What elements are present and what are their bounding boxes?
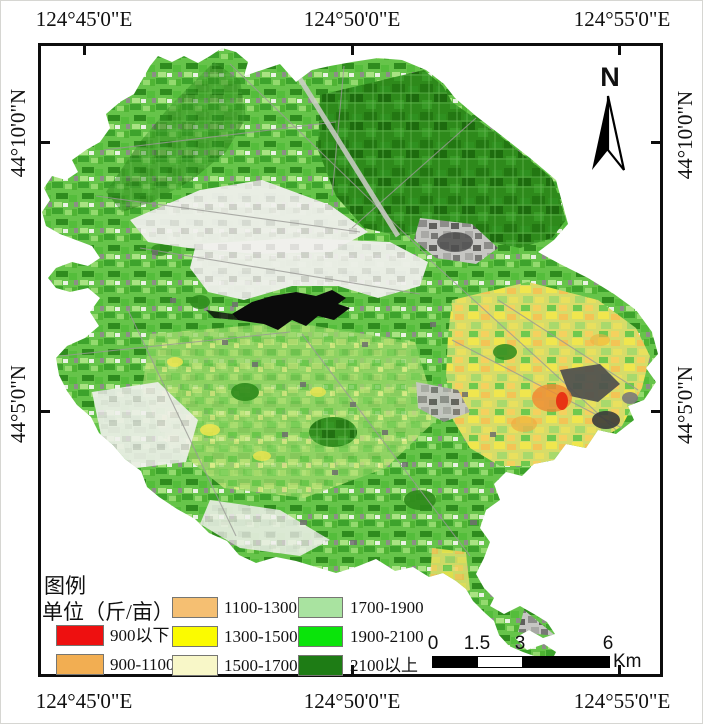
scale-label-3: 3: [514, 633, 526, 654]
scale-segment-2: [478, 657, 522, 667]
longitude-label-top-3: 124°55'0"E: [573, 7, 671, 31]
legend-label-1300-1500: 1300-1500: [224, 627, 298, 646]
latitude-label-right-1: 44°10'0"N: [673, 90, 697, 180]
legend-swatch-below-900: [56, 625, 104, 646]
scale-label-6: 6: [602, 633, 614, 654]
legend-swatch-1900-2100: [298, 626, 343, 647]
longitude-label-top-1: 124°45'0"E: [35, 7, 133, 31]
scale-segment-1: [433, 657, 478, 667]
latitude-label-right-2: 44°5'0"N: [673, 366, 697, 444]
latitude-label-left-2: 44°5'0"N: [6, 365, 30, 443]
scale-unit: Km: [613, 651, 642, 672]
north-label: N: [600, 62, 620, 92]
legend-label-1700-1900: 1700-1900: [350, 598, 424, 617]
scale-bar-graphic: [432, 656, 610, 668]
longitude-label-bottom-1: 124°45'0"E: [35, 689, 133, 713]
yield-raster-map: [42, 48, 658, 662]
legend-label-900-1100: 900-1100: [110, 655, 175, 674]
legend-label-1900-2100: 1900-2100: [350, 627, 424, 646]
scale-segment-3: [522, 657, 609, 667]
legend-swatch-above-2100: [298, 655, 343, 676]
tick-bottom-2: [351, 665, 354, 674]
longitude-label-top-2: 124°50'0"E: [303, 7, 401, 31]
legend-label-above-2100: 2100以上: [350, 656, 418, 675]
scale-label-1-5: 1.5: [463, 633, 491, 654]
legend-unit: 单位（斤/亩）: [42, 600, 174, 624]
latitude-label-left-1: 44°10'0"N: [6, 88, 30, 178]
tick-top-3: [618, 46, 621, 55]
tick-top-2: [351, 46, 354, 55]
legend-swatch-1500-1700: [172, 655, 218, 676]
tick-top-1: [83, 46, 86, 55]
north-arrow-icon: [592, 95, 626, 171]
legend-label-1100-1300: 1100-1300: [224, 598, 298, 617]
legend-swatch-900-1100: [56, 654, 104, 675]
legend-swatch-1300-1500: [172, 626, 218, 647]
tick-right-2: [651, 410, 660, 413]
longitude-label-bottom-2: 124°50'0"E: [303, 689, 401, 713]
tick-right-1: [651, 141, 660, 144]
tick-bottom-3: [618, 665, 621, 674]
scale-label-0: 0: [427, 633, 439, 654]
legend-label-1500-1700: 1500-1700: [224, 656, 298, 675]
legend-swatch-1100-1300: [172, 597, 218, 618]
longitude-label-bottom-3: 124°55'0"E: [573, 689, 671, 713]
legend-swatch-1700-1900: [298, 597, 343, 618]
tick-left-2: [41, 410, 50, 413]
legend-title: 图例: [44, 574, 86, 598]
legend-label-below-900: 900以下: [110, 626, 170, 645]
tick-left-1: [41, 141, 50, 144]
